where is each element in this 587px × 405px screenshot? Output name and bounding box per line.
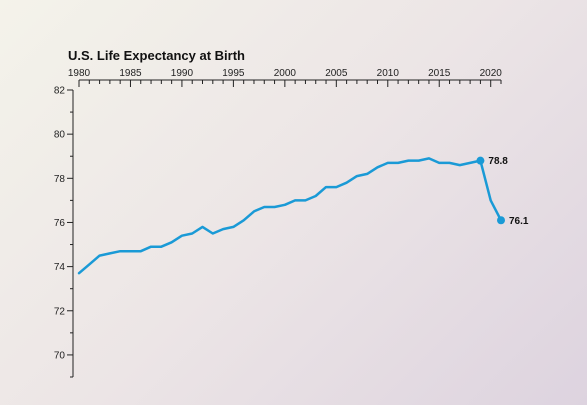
- x-axis: 1980 1985 1990 1995 2000 2005 2010 2015 2020: [68, 68, 502, 87]
- chart-title: U.S. Life Expectancy at Birth: [68, 48, 245, 63]
- x-tick-label: 2020: [480, 68, 503, 79]
- y-tick-label: 80: [54, 130, 66, 141]
- y-tick-label: 70: [54, 350, 66, 361]
- x-tick-label: 1990: [171, 68, 194, 79]
- x-tick-label: 2015: [428, 68, 451, 79]
- x-tick-label: 1995: [222, 68, 245, 79]
- x-tick-label: 1985: [119, 68, 142, 79]
- x-tick-label: 1980: [68, 68, 91, 79]
- data-point-marker-1: [497, 216, 505, 225]
- data-point-marker-0: [476, 156, 485, 165]
- data-point-label-0: 78.8: [488, 156, 508, 167]
- series-line-0: [77, 157, 503, 275]
- y-tick-label: 78: [54, 174, 66, 185]
- annotations: 78.8 76.1: [476, 156, 529, 227]
- y-tick-label: 72: [54, 306, 66, 317]
- y-axis: 70 72 74 76 78 80 82: [54, 86, 74, 378]
- data-point-label-1: 76.1: [509, 216, 529, 227]
- y-tick-label: 76: [54, 218, 66, 229]
- y-tick-label: 82: [54, 86, 66, 97]
- y-tick-label: 74: [54, 262, 66, 273]
- x-tick-label: 2010: [377, 68, 400, 79]
- plot-area: [77, 157, 503, 275]
- x-tick-label: 2000: [274, 68, 297, 79]
- x-tick-label: 2005: [325, 68, 348, 79]
